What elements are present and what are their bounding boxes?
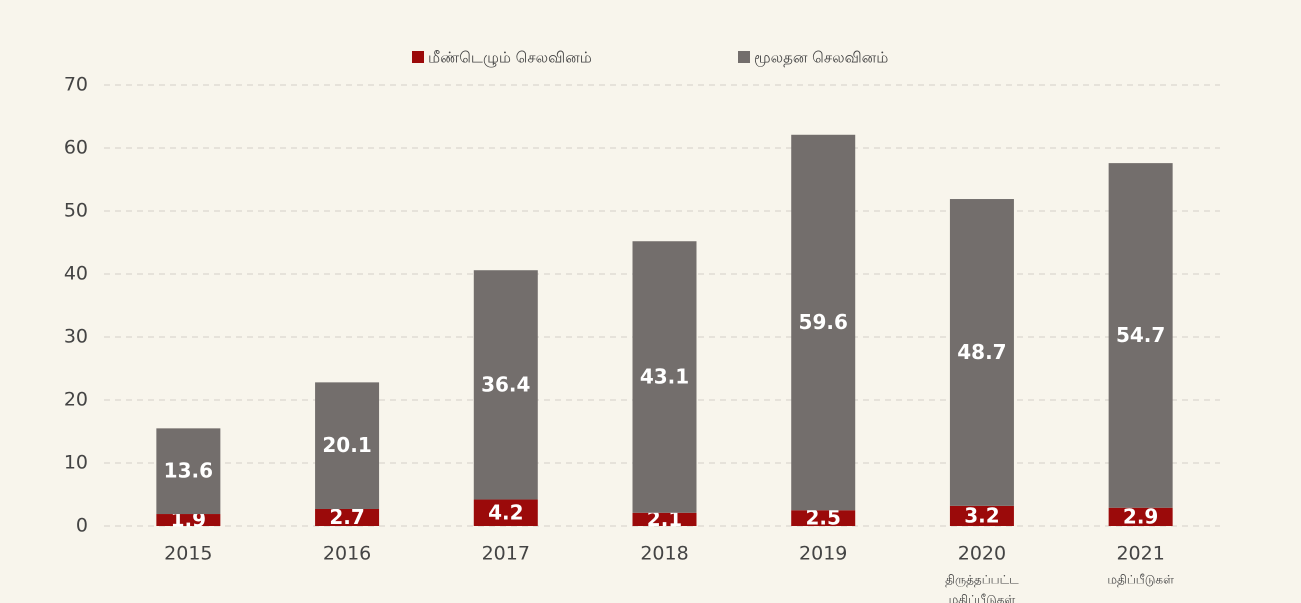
category-note: மதிப்பீடுகள் — [949, 593, 1016, 603]
bar-segment — [473, 270, 538, 500]
y-tick-label: 0 — [76, 515, 88, 537]
bar-segment — [156, 428, 221, 515]
x-tick-label: 2020 — [958, 543, 1006, 565]
value-label: 48.7 — [957, 340, 1006, 364]
x-tick-label: 2017 — [482, 543, 530, 565]
y-tick-label: 30 — [64, 326, 88, 348]
bar-segment — [315, 508, 380, 526]
value-label: 20.1 — [322, 433, 371, 457]
legend-swatch — [738, 51, 750, 63]
value-label: 4.2 — [488, 500, 523, 524]
value-label: 36.4 — [481, 372, 530, 396]
value-label: 2.9 — [1123, 504, 1158, 528]
category-note: திருத்தப்பட்ட — [945, 573, 1019, 588]
category-note: மதிப்பீடுகள் — [1107, 573, 1174, 587]
x-tick-label: 2018 — [640, 543, 688, 565]
value-label: 59.6 — [799, 310, 848, 334]
bar-segment — [315, 382, 380, 509]
value-label: 43.1 — [640, 365, 689, 389]
legend-label: மீண்டெழும் செலவினம் — [428, 49, 592, 68]
bar-segment — [949, 505, 1014, 526]
y-tick-label: 20 — [64, 389, 88, 411]
value-label: 13.6 — [164, 459, 213, 483]
y-tick-label: 40 — [64, 263, 88, 285]
x-tick-label: 2021 — [1116, 543, 1164, 565]
value-label: 3.2 — [964, 503, 999, 527]
bar-segment — [473, 499, 538, 526]
value-label: 2.7 — [329, 505, 364, 529]
y-tick-label: 60 — [64, 137, 88, 159]
y-tick-label: 70 — [64, 74, 88, 96]
legend-label: மூலதன செலவினம் — [754, 49, 888, 67]
bar-segment — [632, 241, 697, 513]
value-label: 54.7 — [1116, 323, 1165, 347]
legend-swatch — [412, 51, 424, 63]
bar-segment — [791, 510, 856, 526]
y-tick-label: 10 — [64, 452, 88, 474]
bar-segment — [1108, 507, 1173, 526]
bar-segment — [949, 199, 1014, 506]
bar-segment — [1108, 163, 1173, 508]
y-tick-label: 50 — [64, 200, 88, 222]
x-tick-label: 2019 — [799, 543, 847, 565]
x-tick-label: 2015 — [164, 543, 212, 565]
bar-segment — [156, 514, 221, 526]
bar-segment — [791, 134, 856, 511]
bar-segment — [632, 512, 697, 526]
x-tick-label: 2016 — [323, 543, 371, 565]
